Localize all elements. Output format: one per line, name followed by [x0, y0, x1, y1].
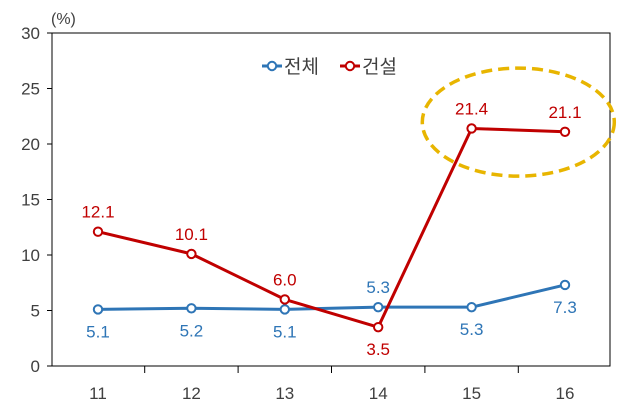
- x-axis-ticks: 11 12 13 14 15 16: [89, 366, 574, 403]
- data-point: [559, 279, 571, 291]
- series-line-1: [97, 126, 566, 329]
- data-label: 10.1: [175, 225, 208, 244]
- legend: 전체 건설: [262, 56, 397, 78]
- x-tick-label: 14: [369, 384, 388, 403]
- y-tick-label: 30: [21, 24, 40, 43]
- data-point: [466, 301, 477, 313]
- data-label: 12.1: [81, 203, 114, 222]
- y-axis-ticks: 0 5 10 15 20 25 30: [21, 24, 52, 376]
- data-label: 5.3: [460, 320, 484, 339]
- y-tick-label: 0: [31, 357, 40, 376]
- legend-swatch-marker: [266, 60, 278, 72]
- y-tick-label: 20: [21, 135, 40, 154]
- y-tick-label: 15: [21, 191, 40, 210]
- data-point: [279, 304, 290, 315]
- data-label: 21.4: [455, 99, 488, 118]
- x-tick-label: 11: [89, 384, 107, 403]
- data-point: [559, 126, 571, 137]
- data-point: [279, 294, 290, 305]
- y-unit-label: (%): [51, 11, 76, 28]
- data-label: 5.1: [273, 322, 297, 341]
- data-label: 5.2: [180, 321, 204, 340]
- data-label: 5.1: [86, 322, 110, 341]
- data-point: [373, 301, 384, 313]
- data-point: [92, 226, 104, 237]
- series-line-0: [97, 283, 566, 311]
- y-tick-label: 10: [21, 246, 40, 265]
- data-label: 3.5: [366, 340, 390, 359]
- series-group: 5.1 5.2 5.1 5.3 5.3 7.3 12.1 10.1 6.0 3.5 21.4 21.1: [81, 99, 581, 359]
- data-label: 6.0: [273, 270, 297, 289]
- legend-swatch-marker: [344, 60, 356, 72]
- data-point: [373, 321, 384, 333]
- x-tick-label: 16: [556, 384, 575, 403]
- data-point: [92, 304, 104, 315]
- x-tick-label: 13: [275, 384, 294, 403]
- y-tick-label: 5: [31, 302, 40, 321]
- plot-area: [51, 32, 611, 367]
- data-label: 5.3: [366, 278, 390, 297]
- x-tick-label: 15: [462, 384, 481, 403]
- x-tick-label: 12: [182, 384, 201, 403]
- data-point: [186, 303, 197, 314]
- y-tick-label: 25: [21, 80, 40, 99]
- data-label: 7.3: [553, 298, 577, 317]
- legend-label: 건설: [362, 56, 397, 78]
- data-point: [466, 123, 477, 134]
- legend-label: 전체: [284, 56, 319, 78]
- data-point: [186, 248, 197, 260]
- data-label: 21.1: [548, 103, 581, 122]
- highlight-ellipse: [420, 66, 617, 178]
- highlight-ellipse-shape: [420, 66, 617, 178]
